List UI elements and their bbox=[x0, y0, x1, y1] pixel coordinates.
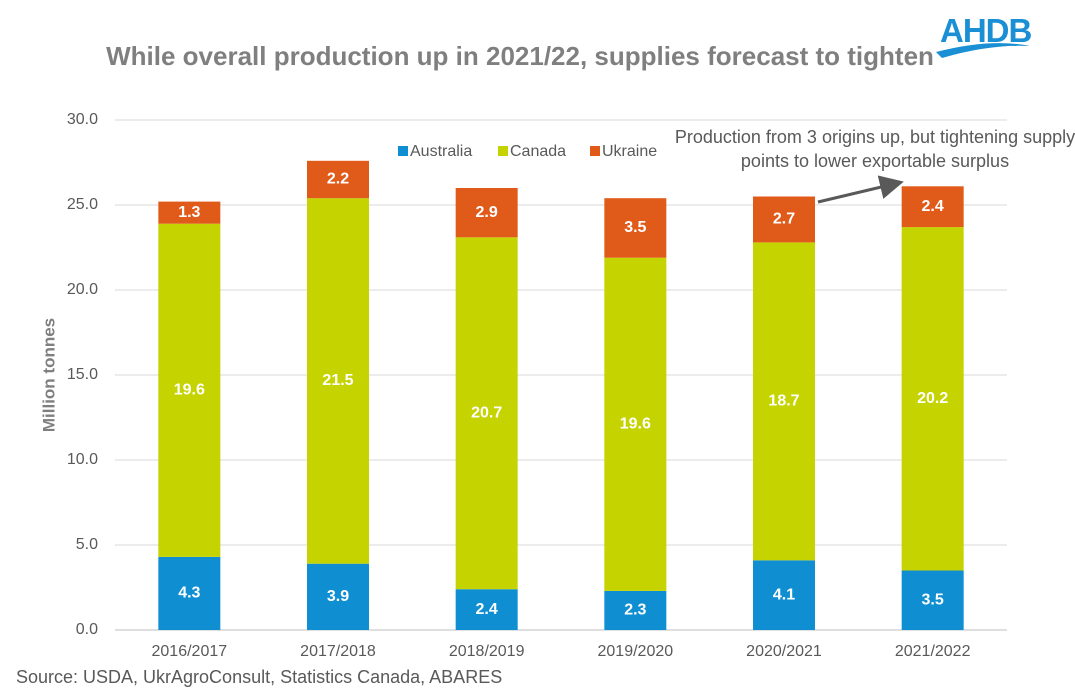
bar-segment bbox=[307, 198, 369, 564]
data-label: 20.7 bbox=[471, 404, 502, 421]
data-label: 4.3 bbox=[178, 585, 200, 602]
bar-segment bbox=[158, 201, 221, 224]
bar-segment bbox=[753, 560, 815, 630]
y-tick-label: 20.0 bbox=[67, 281, 98, 298]
y-tick-label: 25.0 bbox=[67, 196, 98, 213]
annotation-arrow bbox=[817, 175, 904, 204]
data-label: 3.5 bbox=[922, 591, 944, 608]
bar-segment bbox=[307, 160, 369, 199]
data-label: 19.6 bbox=[174, 382, 205, 399]
bar-segment bbox=[307, 563, 369, 630]
x-tick-label: 2021/2022 bbox=[895, 643, 971, 660]
y-tick-label: 0.0 bbox=[76, 621, 98, 638]
data-label: 21.5 bbox=[322, 372, 353, 389]
legend-label: Australia bbox=[410, 143, 472, 160]
bar-segment bbox=[604, 257, 667, 591]
data-label: 2.2 bbox=[327, 171, 349, 188]
data-label: 4.1 bbox=[773, 586, 795, 603]
legend-label: Ukraine bbox=[602, 143, 657, 160]
legend-swatch bbox=[498, 146, 508, 156]
y-tick-label: 30.0 bbox=[67, 111, 98, 128]
y-tick-label: 15.0 bbox=[67, 366, 98, 383]
data-label: 2.7 bbox=[773, 211, 795, 228]
legend-label: Canada bbox=[510, 143, 566, 160]
legend-swatch bbox=[398, 146, 408, 156]
data-label: 2.3 bbox=[624, 602, 646, 619]
x-tick-label: 2016/2017 bbox=[152, 643, 228, 660]
bar-segment bbox=[604, 590, 667, 630]
annotation: Production from 3 origins up, but tighte… bbox=[674, 127, 1075, 171]
bar-segment bbox=[455, 188, 518, 238]
legend-swatch bbox=[590, 146, 600, 156]
bar-segment bbox=[455, 237, 518, 590]
x-tick-label: 2017/2018 bbox=[300, 643, 376, 660]
bar-segment bbox=[901, 227, 964, 571]
bar-segment bbox=[901, 570, 964, 630]
logo: AHDB bbox=[940, 12, 1032, 49]
source-note: Source: USDA, UkrAgroConsult, Statistics… bbox=[16, 667, 503, 687]
bar-segment bbox=[158, 223, 221, 557]
chart-title: While overall production up in 2021/22, … bbox=[106, 41, 934, 71]
y-tick-label: 10.0 bbox=[67, 451, 98, 468]
data-label: 18.7 bbox=[768, 393, 799, 410]
x-tick-label: 2019/2020 bbox=[598, 643, 674, 660]
data-label: 2.4 bbox=[476, 601, 498, 618]
data-label: 2.4 bbox=[922, 198, 944, 215]
data-label: 3.5 bbox=[624, 219, 646, 236]
bar-segment bbox=[901, 186, 964, 228]
y-tick-label: 5.0 bbox=[76, 536, 98, 553]
bar-segment bbox=[753, 196, 815, 243]
logo-swoosh bbox=[936, 43, 1030, 58]
x-tick-label: 2018/2019 bbox=[449, 643, 525, 660]
bar-segment bbox=[604, 198, 667, 258]
data-label: 1.3 bbox=[178, 204, 200, 221]
data-label: 3.9 bbox=[327, 588, 349, 605]
x-tick-label: 2020/2021 bbox=[746, 643, 822, 660]
bar-segment bbox=[455, 589, 518, 630]
bar-segment bbox=[753, 242, 815, 561]
y-axis-label: Million tonnes bbox=[39, 318, 58, 432]
data-label: 20.2 bbox=[917, 390, 948, 407]
bar-segment bbox=[158, 556, 221, 630]
data-label: 2.9 bbox=[476, 204, 498, 221]
data-label: 19.6 bbox=[620, 416, 651, 433]
